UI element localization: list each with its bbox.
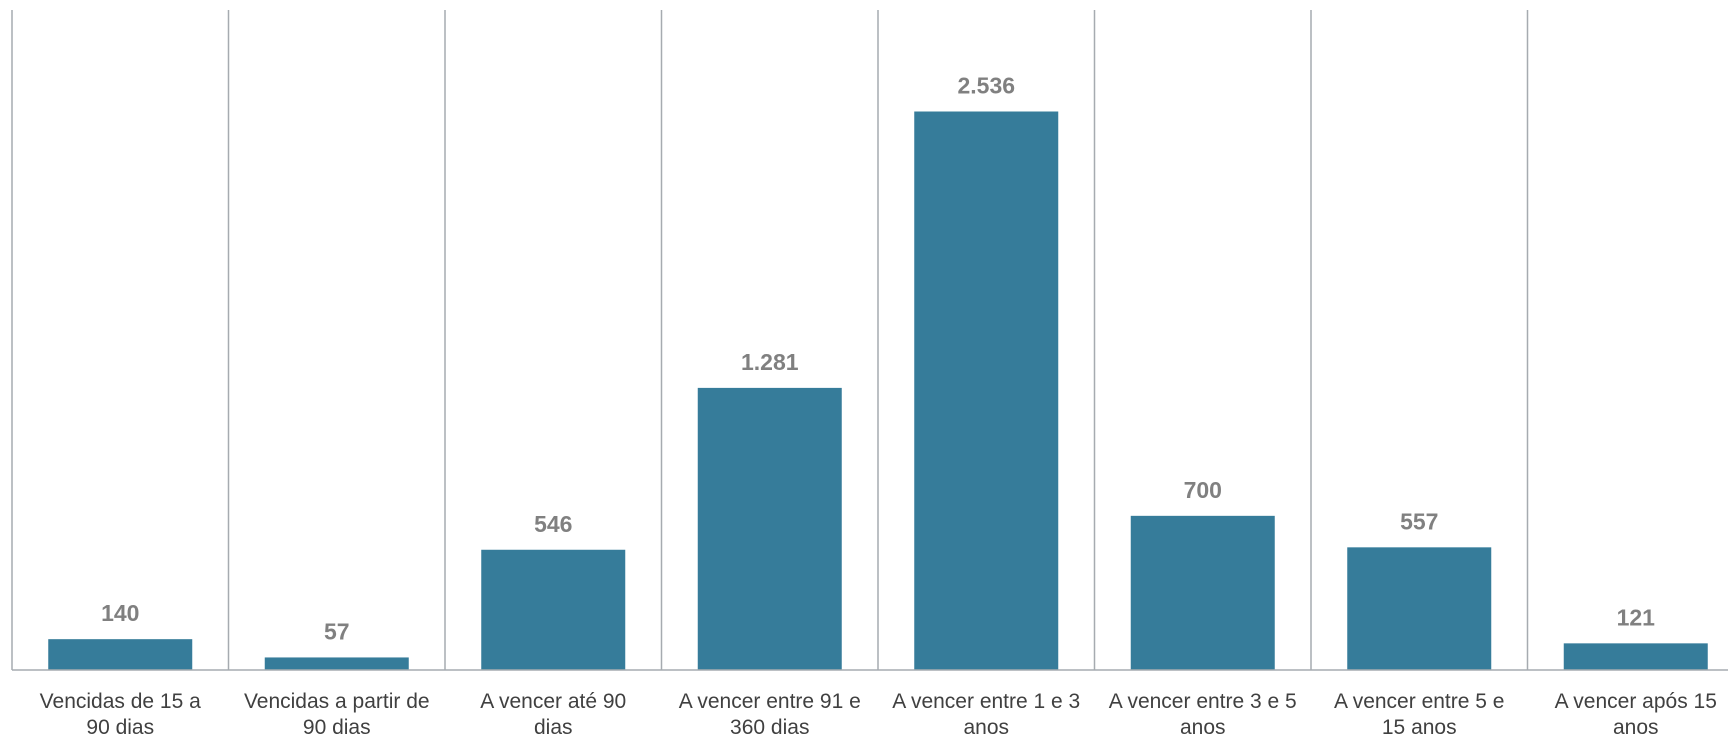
category-label-0: Vencidas de 15 a 90 dias bbox=[40, 690, 201, 739]
category-label-line: A vencer entre 91 e bbox=[679, 690, 861, 713]
value-label-2: 546 bbox=[534, 511, 572, 537]
category-label-2: A vencer até 90 dias bbox=[480, 690, 626, 739]
category-label-line: A vencer entre 1 e 3 bbox=[892, 690, 1080, 713]
value-label-7: 121 bbox=[1617, 604, 1656, 630]
value-labels-group: 140 57 546 1.281 2.536 700 557 121 bbox=[101, 73, 1655, 645]
category-label-4: A vencer entre 1 e 3 anos bbox=[892, 690, 1080, 739]
bar-5 bbox=[1130, 515, 1275, 670]
bar-4 bbox=[914, 111, 1059, 670]
value-label-3: 1.281 bbox=[741, 349, 799, 375]
category-label-line: 90 dias bbox=[86, 716, 154, 739]
category-label-3: A vencer entre 91 e 360 dias bbox=[679, 690, 861, 739]
category-separators bbox=[11, 10, 1529, 670]
bar-2 bbox=[481, 549, 626, 670]
category-label-6: A vencer entre 5 e 15 anos bbox=[1334, 690, 1504, 739]
category-label-line: dias bbox=[534, 716, 573, 739]
category-label-line: anos bbox=[1613, 716, 1659, 739]
value-label-0: 140 bbox=[101, 600, 139, 626]
bars-group bbox=[48, 111, 1708, 670]
value-label-4: 2.536 bbox=[957, 73, 1015, 99]
bar-6 bbox=[1347, 547, 1492, 670]
bar-0 bbox=[48, 639, 193, 670]
category-label-line: A vencer até 90 bbox=[480, 690, 626, 713]
category-label-line: 90 dias bbox=[303, 716, 371, 739]
category-label-5: A vencer entre 3 e 5 anos bbox=[1109, 690, 1297, 739]
category-label-line: A vencer entre 5 e bbox=[1334, 690, 1504, 713]
bar-7 bbox=[1563, 643, 1708, 670]
category-label-line: A vencer entre 3 e 5 bbox=[1109, 690, 1297, 713]
category-label-line: 15 anos bbox=[1382, 716, 1457, 739]
category-label-line: Vencidas a partir de bbox=[244, 690, 430, 713]
bar-1 bbox=[264, 657, 409, 670]
category-label-line: anos bbox=[1180, 716, 1226, 739]
bar-3 bbox=[697, 387, 842, 670]
category-label-1: Vencidas a partir de 90 dias bbox=[244, 690, 430, 739]
value-label-6: 557 bbox=[1400, 508, 1438, 534]
value-label-5: 700 bbox=[1184, 477, 1222, 503]
category-label-line: 360 dias bbox=[730, 716, 809, 739]
value-label-1: 57 bbox=[324, 618, 350, 644]
category-label-line: anos bbox=[963, 716, 1009, 739]
category-label-line: A vencer após 15 bbox=[1555, 690, 1717, 713]
category-label-7: A vencer após 15 anos bbox=[1555, 690, 1717, 739]
category-label-line: Vencidas de 15 a bbox=[40, 690, 201, 713]
